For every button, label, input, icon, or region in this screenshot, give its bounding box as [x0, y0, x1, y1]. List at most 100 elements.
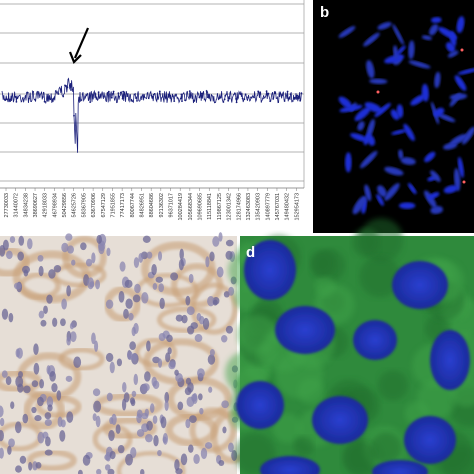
point [28, 97, 30, 100]
x-tick-label: 58367905 [81, 193, 87, 217]
nucleus [165, 352, 171, 363]
nucleus [125, 298, 133, 309]
nucleus [170, 272, 179, 281]
signal [376, 90, 380, 94]
chromosome [345, 152, 352, 173]
point [188, 90, 191, 92]
nucleus [19, 455, 27, 464]
nucleus [92, 413, 97, 421]
nucleus [159, 297, 165, 310]
nucleus [106, 392, 113, 402]
panel-label: d [246, 244, 255, 261]
nucleus [23, 385, 31, 394]
nucleus [14, 421, 22, 434]
chromosome [366, 60, 375, 79]
point [227, 99, 230, 102]
nucleus [115, 424, 121, 434]
chromosome [421, 83, 429, 102]
nucleus [177, 401, 184, 411]
point [5, 98, 8, 101]
nucleus [93, 400, 102, 413]
chromosome [434, 71, 441, 89]
nucleus [141, 412, 149, 420]
nucleus [180, 453, 188, 466]
gland [102, 416, 157, 441]
point [289, 93, 292, 96]
nucleus [141, 292, 149, 304]
point [247, 96, 249, 99]
x-tick-label: 71951855 [110, 193, 116, 217]
x-tick-label: 115118841 [207, 193, 213, 220]
nucleus [157, 449, 162, 457]
nucleus [218, 459, 225, 466]
x-tick-label: 105668344 [188, 193, 194, 221]
nucleus [193, 454, 200, 465]
nucleus [80, 242, 87, 251]
point [119, 91, 122, 94]
nucleus [44, 419, 52, 426]
chromosome [377, 185, 387, 198]
point [62, 95, 65, 98]
x-tick-label: 42918033 [43, 193, 49, 217]
nucleus [73, 356, 82, 368]
point [65, 85, 68, 87]
nucleus [392, 261, 448, 309]
nucleus [218, 232, 223, 242]
point [110, 96, 113, 99]
nucleus [56, 390, 62, 401]
chromosome [364, 184, 372, 202]
nucleus [89, 281, 95, 288]
nucleus [146, 251, 153, 259]
nucleus [372, 460, 428, 474]
nucleus [430, 330, 470, 390]
speckle [237, 314, 278, 355]
panel-b: b [313, 0, 474, 233]
nucleus [158, 283, 165, 293]
nucleus [138, 252, 144, 263]
nucleus [141, 383, 150, 392]
chromosomes [338, 16, 474, 215]
nucleus [70, 331, 77, 343]
x-tick-label: 77417173 [120, 193, 126, 217]
nucleus [158, 332, 166, 342]
nucleus [95, 279, 101, 290]
nucleus [131, 352, 138, 362]
nucleus [18, 371, 23, 378]
point [296, 94, 299, 97]
point [106, 92, 109, 94]
chromosome [339, 104, 363, 113]
nucleus [202, 317, 210, 330]
point [300, 92, 303, 95]
point [41, 96, 44, 98]
x-tick-label: 96371017 [169, 193, 175, 217]
nucleus [35, 462, 42, 469]
nucleus [189, 415, 197, 424]
point [257, 91, 260, 94]
nucleus [66, 285, 71, 297]
gland [134, 337, 178, 368]
chromosome [359, 150, 378, 169]
nucleus [38, 265, 44, 277]
grid [0, 0, 305, 189]
nucleus [136, 413, 142, 424]
point [15, 101, 18, 103]
point [158, 90, 161, 93]
nucleus [44, 449, 53, 456]
point [253, 96, 255, 99]
nucleus [5, 250, 13, 260]
nucleus [133, 322, 139, 334]
nucleus [106, 247, 111, 257]
nucleus [146, 340, 151, 352]
panel-d: d [225, 218, 474, 474]
x-tick-label: 123001342 [227, 193, 233, 221]
chromosome [457, 156, 464, 178]
point [70, 89, 72, 91]
signal [460, 48, 464, 52]
nucleus [18, 235, 25, 246]
point [107, 90, 110, 93]
nucleus [17, 251, 24, 261]
point [97, 91, 100, 94]
chromosome [457, 68, 474, 75]
